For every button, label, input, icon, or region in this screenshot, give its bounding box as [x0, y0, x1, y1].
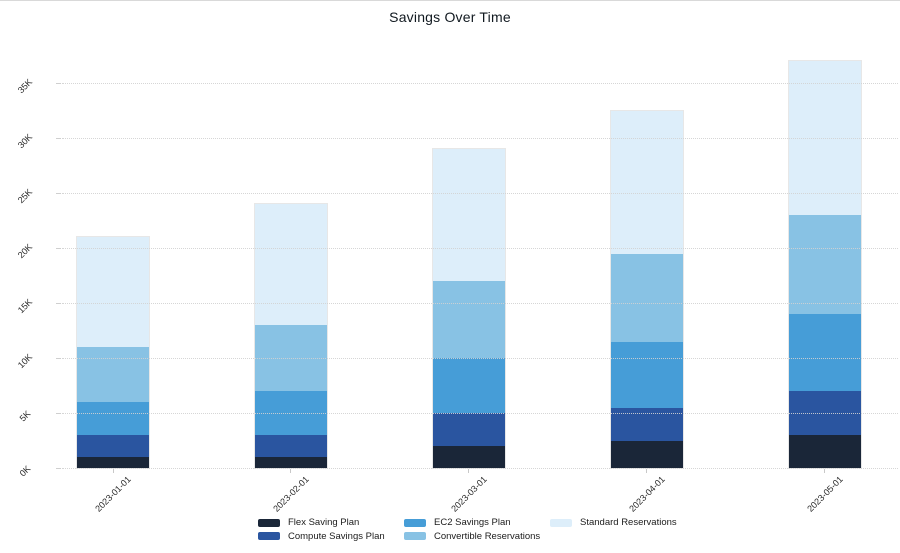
chart-title: Savings Over Time — [389, 9, 511, 25]
y-tick-label: 35K — [15, 76, 35, 96]
y-tick-label: 20K — [15, 241, 35, 261]
bar-segment[interactable] — [610, 253, 683, 342]
y-tick-mark — [56, 358, 61, 359]
x-tick-mark — [646, 469, 648, 473]
y-tick-label: 15K — [15, 296, 35, 316]
bar-segment[interactable] — [788, 215, 861, 314]
y-gridline — [62, 83, 898, 84]
legend-swatch-icon — [258, 518, 280, 527]
bar-stack — [787, 60, 862, 469]
legend-item[interactable]: Compute Savings Plan — [258, 531, 404, 542]
legend-swatch-icon — [404, 518, 426, 527]
chart-legend: Flex Saving Plan Compute Savings Plan EC2 … — [258, 516, 696, 543]
bar-segment[interactable] — [610, 110, 683, 254]
bar-segment[interactable] — [788, 314, 861, 391]
legend-swatch-icon — [404, 532, 426, 541]
legend-swatch-icon — [550, 518, 572, 527]
bar-segment[interactable] — [432, 446, 505, 468]
bar-stack — [431, 148, 506, 469]
bar-segment[interactable] — [77, 402, 149, 435]
bar-segment[interactable] — [610, 440, 683, 468]
y-tick-mark — [56, 468, 61, 469]
y-tick-label: 25K — [15, 186, 35, 206]
legend-item[interactable]: Flex Saving Plan — [258, 517, 404, 528]
legend-label: EC2 Savings Plan — [434, 517, 511, 529]
legend-swatch-icon — [258, 532, 280, 541]
y-tick-mark — [56, 248, 61, 249]
bar-segment[interactable] — [254, 204, 327, 325]
bar-stack — [76, 236, 150, 469]
legend-label: Compute Savings Plan — [288, 530, 385, 542]
x-tick-mark — [290, 469, 292, 473]
bar-segment[interactable] — [432, 358, 505, 413]
bar-segment[interactable] — [77, 435, 149, 457]
legend-label: Standard Reservations — [580, 517, 677, 529]
x-tick-mark — [824, 469, 826, 473]
legend-item[interactable]: Convertible Reservations — [404, 531, 550, 542]
bar-segment[interactable] — [77, 457, 149, 468]
y-gridline — [62, 468, 898, 469]
y-tick-mark — [56, 303, 61, 304]
legend-label: Flex Saving Plan — [288, 517, 360, 529]
bar-segment[interactable] — [788, 435, 861, 468]
x-tick-mark — [468, 469, 470, 473]
y-tick-mark — [56, 138, 61, 139]
bar-segment[interactable] — [432, 413, 505, 446]
y-tick-mark — [56, 413, 61, 414]
y-tick-mark — [56, 193, 61, 194]
bar-stack — [253, 203, 328, 469]
bar-segment[interactable] — [432, 149, 505, 281]
bar-segment[interactable] — [610, 407, 683, 441]
y-tick-label: 10K — [15, 351, 35, 371]
y-gridline — [62, 138, 898, 139]
legend-label: Convertible Reservations — [434, 530, 541, 542]
y-tick-label: 5K — [17, 408, 33, 424]
bar-segment[interactable] — [788, 61, 861, 215]
legend-item[interactable]: EC2 Savings Plan — [404, 517, 550, 528]
bar-segment[interactable] — [610, 341, 683, 408]
bar-segment[interactable] — [77, 347, 149, 402]
bar-segment[interactable] — [254, 325, 327, 391]
bar-segment[interactable] — [254, 435, 327, 457]
bar-segment[interactable] — [254, 457, 327, 468]
y-tick-mark — [56, 83, 61, 84]
bar-segment[interactable] — [254, 391, 327, 435]
y-tick-label: 0K — [17, 463, 33, 479]
x-tick-mark — [112, 469, 114, 473]
y-tick-label: 30K — [15, 131, 35, 151]
bar-segment[interactable] — [432, 281, 505, 358]
bar-stack — [609, 109, 684, 469]
bar-segment[interactable] — [788, 391, 861, 435]
bar-segment[interactable] — [77, 237, 149, 347]
legend-item[interactable]: Standard Reservations — [550, 517, 696, 528]
